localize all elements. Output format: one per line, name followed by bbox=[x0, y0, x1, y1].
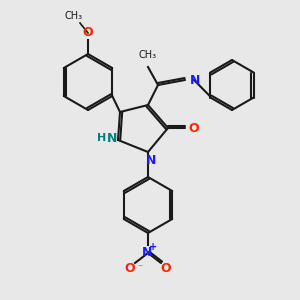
Text: N: N bbox=[190, 74, 200, 86]
Text: CH₃: CH₃ bbox=[65, 11, 83, 21]
Text: N: N bbox=[107, 131, 117, 145]
Text: ⁻: ⁻ bbox=[137, 263, 142, 273]
Text: +: + bbox=[149, 242, 157, 252]
Text: O: O bbox=[125, 262, 135, 275]
Text: O: O bbox=[83, 26, 93, 40]
Text: O: O bbox=[161, 262, 171, 275]
Text: N: N bbox=[142, 247, 152, 260]
Text: H: H bbox=[98, 133, 106, 143]
Text: N: N bbox=[146, 154, 156, 167]
Text: CH₃: CH₃ bbox=[139, 50, 157, 60]
Text: O: O bbox=[188, 122, 199, 134]
